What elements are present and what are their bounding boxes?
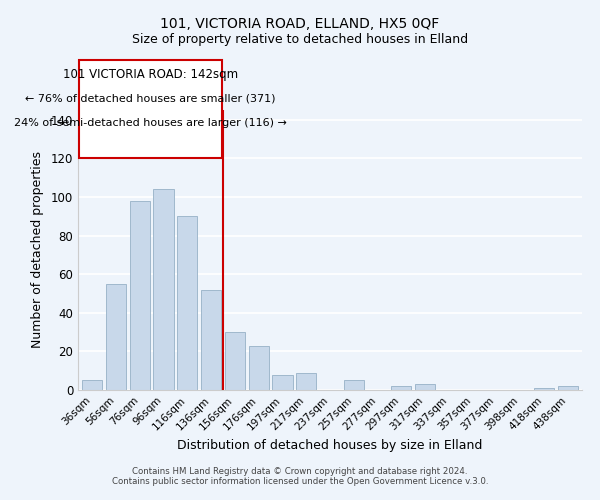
Bar xyxy=(177,216,197,390)
Text: Contains public sector information licensed under the Open Government Licence v.: Contains public sector information licen… xyxy=(112,477,488,486)
Bar xyxy=(391,386,412,390)
Bar xyxy=(248,346,269,390)
Bar xyxy=(82,380,103,390)
Bar xyxy=(225,332,245,390)
Text: ← 76% of detached houses are smaller (371): ← 76% of detached houses are smaller (37… xyxy=(25,93,276,103)
Text: 101, VICTORIA ROAD, ELLAND, HX5 0QF: 101, VICTORIA ROAD, ELLAND, HX5 0QF xyxy=(160,18,440,32)
Bar xyxy=(272,374,293,390)
Text: 101 VICTORIA ROAD: 142sqm: 101 VICTORIA ROAD: 142sqm xyxy=(63,68,238,81)
Y-axis label: Number of detached properties: Number of detached properties xyxy=(31,152,44,348)
Bar xyxy=(557,386,578,390)
Bar xyxy=(415,384,435,390)
Bar xyxy=(154,189,173,390)
Bar xyxy=(130,201,150,390)
FancyBboxPatch shape xyxy=(79,60,222,158)
Bar xyxy=(534,388,554,390)
Text: 24% of semi-detached houses are larger (116) →: 24% of semi-detached houses are larger (… xyxy=(14,118,287,128)
X-axis label: Distribution of detached houses by size in Elland: Distribution of detached houses by size … xyxy=(178,438,482,452)
Text: Contains HM Land Registry data © Crown copyright and database right 2024.: Contains HM Land Registry data © Crown c… xyxy=(132,467,468,476)
Bar xyxy=(344,380,364,390)
Bar xyxy=(201,290,221,390)
Bar xyxy=(106,284,126,390)
Text: Size of property relative to detached houses in Elland: Size of property relative to detached ho… xyxy=(132,32,468,46)
Bar xyxy=(296,372,316,390)
